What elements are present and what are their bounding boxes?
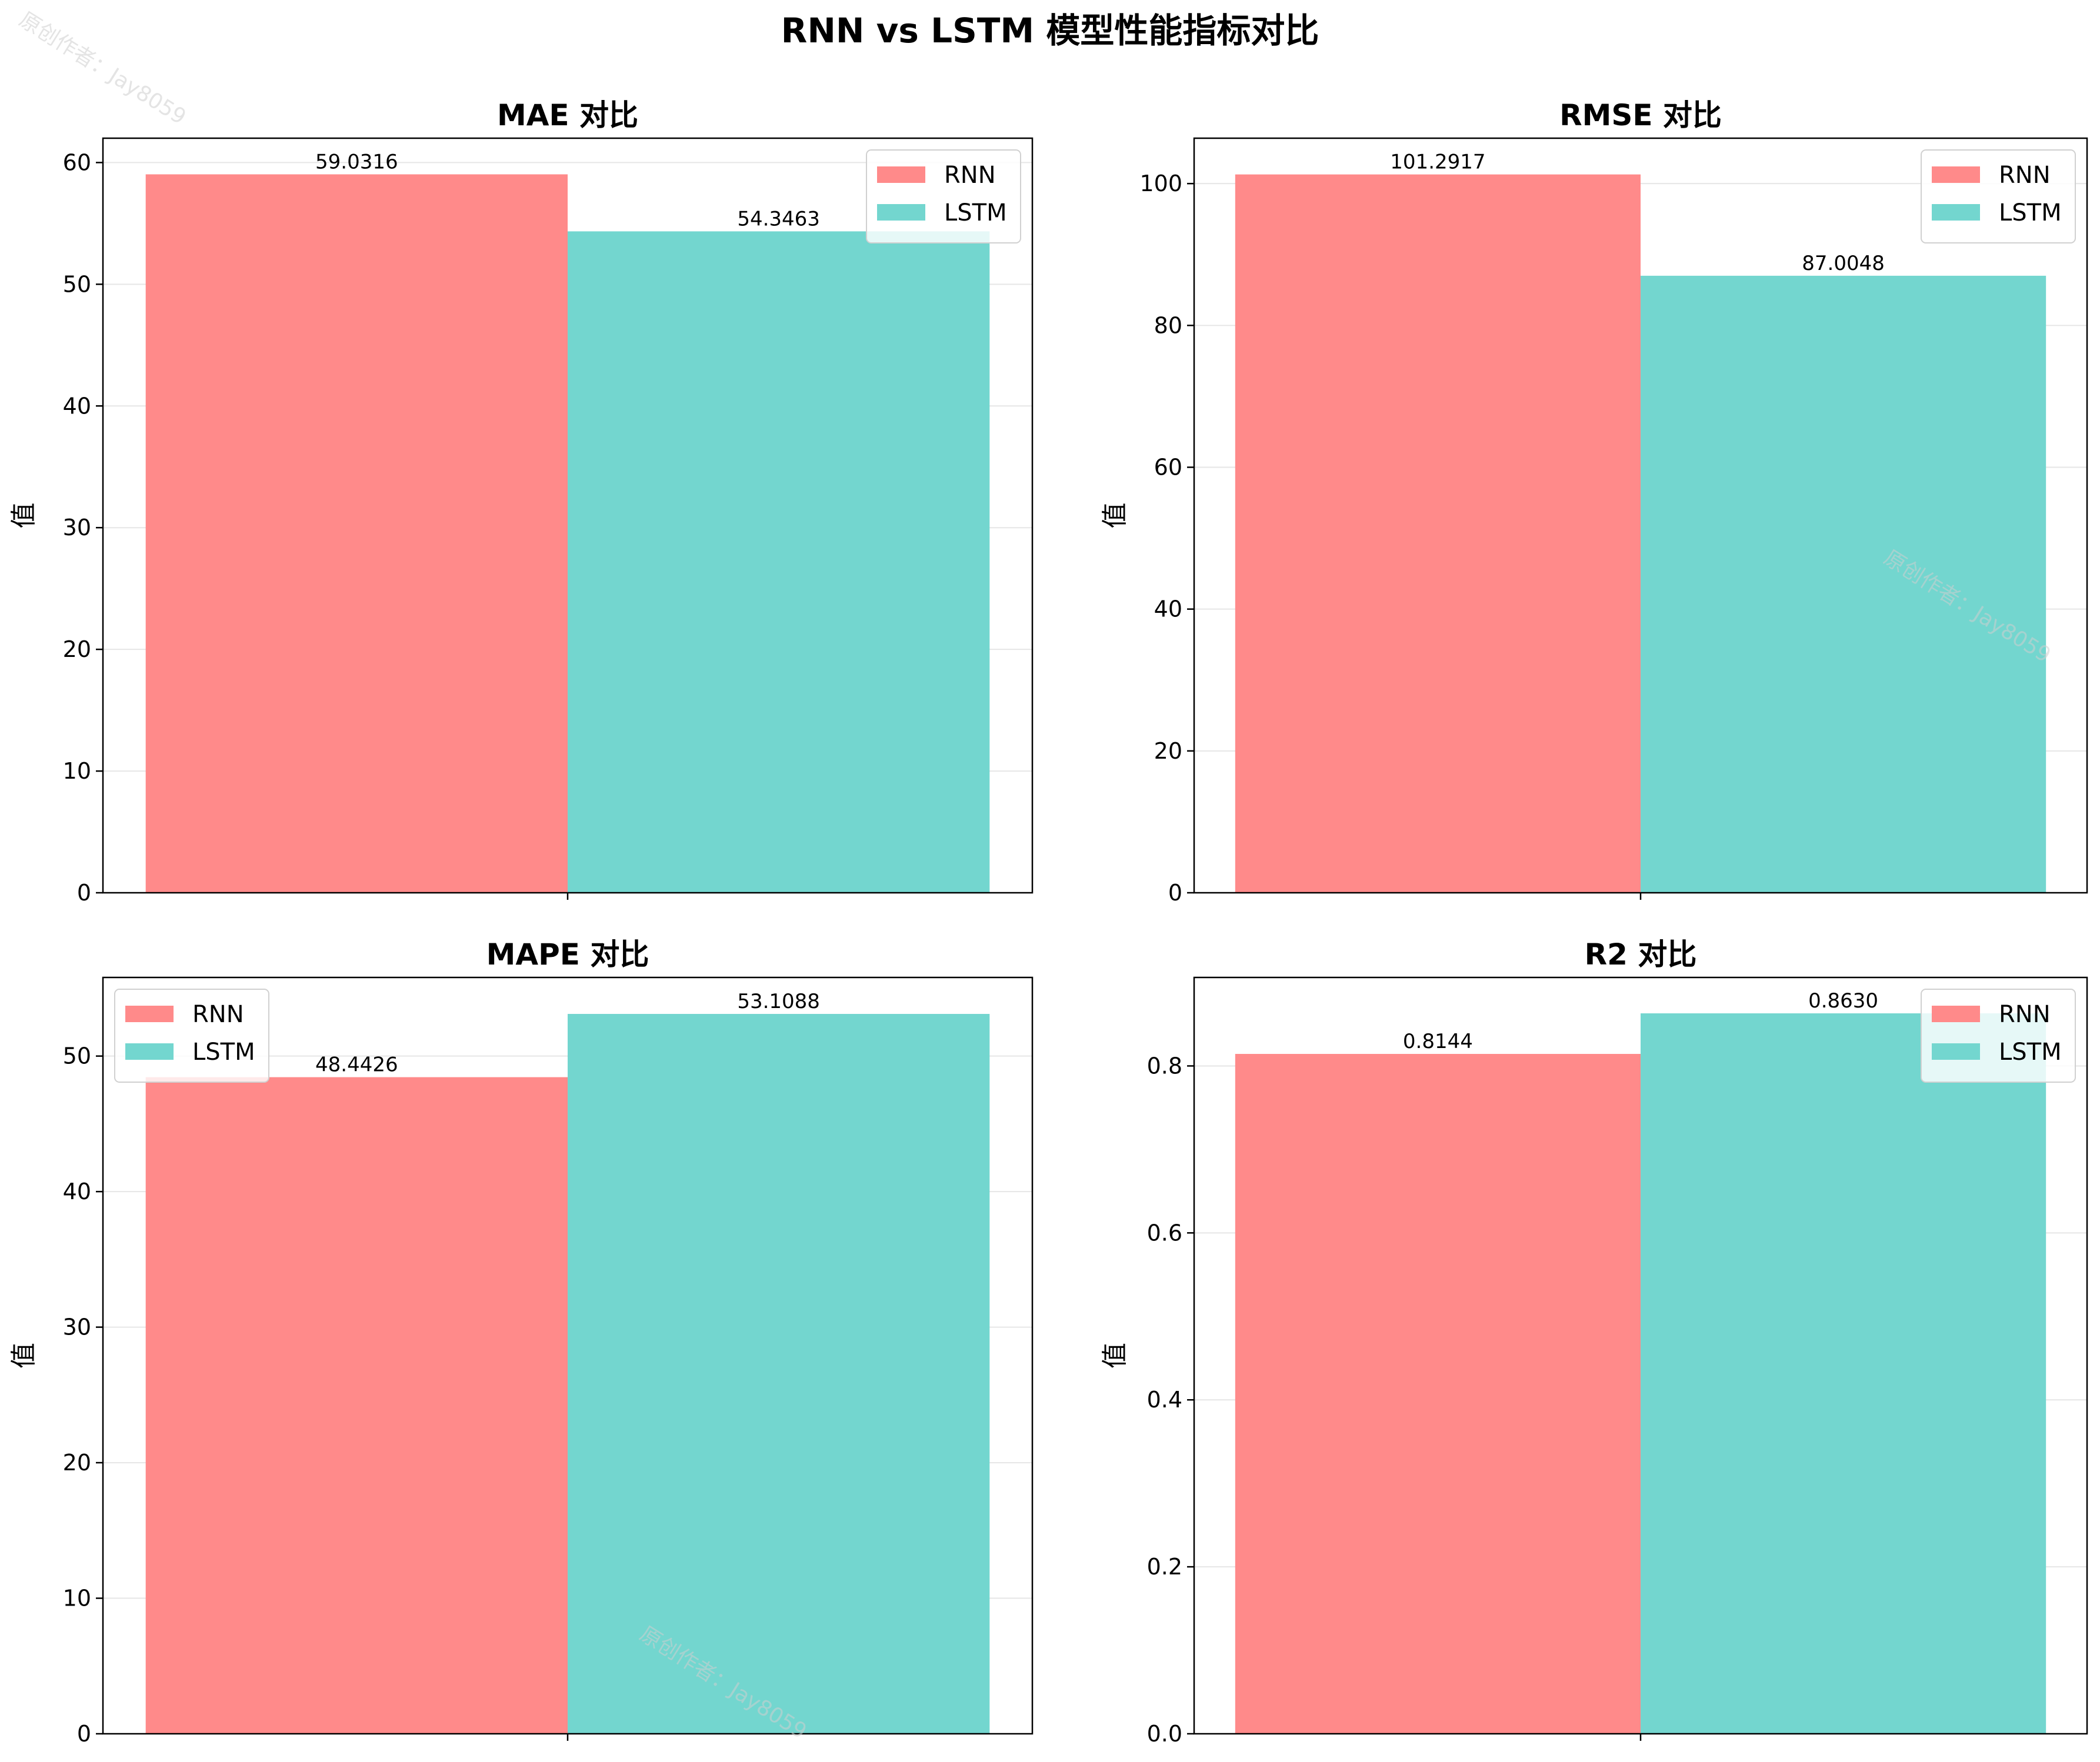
y-tick-label: 30 xyxy=(63,515,91,540)
legend-label-lstm: LSTM xyxy=(1999,1039,2062,1066)
bar-lstm xyxy=(1641,1013,2046,1734)
bar-lstm xyxy=(568,231,990,893)
y-axis-label: 值 xyxy=(9,503,39,529)
bar-rnn xyxy=(145,1077,568,1734)
data-label-lstm: 54.3463 xyxy=(737,207,820,231)
legend-box xyxy=(1921,149,2076,243)
legend-label-lstm: LSTM xyxy=(944,199,1007,226)
legend: RNN LSTM xyxy=(866,149,1021,243)
y-tick-label: 10 xyxy=(63,758,91,784)
y-tick-label: 40 xyxy=(63,393,91,419)
data-label-lstm: 87.0048 xyxy=(1802,252,1885,275)
data-label-rnn: 0.8144 xyxy=(1403,1030,1473,1053)
y-tick-label: 0 xyxy=(77,880,91,906)
subplot-4: 0.8144 0.8630 0.0 0.2 0.4 0.6 0.8 R2 对比值 RNN LSTM xyxy=(1100,937,2088,1747)
data-label-lstm: 53.1088 xyxy=(737,990,820,1013)
y-tick-label: 40 xyxy=(1154,596,1182,622)
data-label-rnn: 101.2917 xyxy=(1390,151,1485,174)
legend-swatch-lstm xyxy=(1932,1043,1980,1060)
data-label-rnn: 48.4426 xyxy=(315,1053,398,1077)
legend-swatch-lstm xyxy=(125,1043,174,1060)
y-tick-label: 0.0 xyxy=(1147,1721,1182,1747)
y-tick-label: 0.4 xyxy=(1147,1387,1182,1413)
subplot-grid: 59.0316 54.3463 0 10 20 30 40 50 60 MAE 对比值 RNN LST… xyxy=(9,98,2088,1747)
legend: RNN LSTM xyxy=(1921,989,2076,1083)
subplot-3: 48.4426 53.1088 0 10 20 30 40 50 MAPE 对比值 RNN LSTM xyxy=(9,937,1034,1747)
y-tick-label: 0.6 xyxy=(1147,1220,1182,1246)
y-tick-label: 20 xyxy=(1154,738,1182,764)
subplot-title: MAPE 对比 xyxy=(486,937,649,972)
bar-lstm xyxy=(568,1014,990,1734)
y-tick-label: 40 xyxy=(63,1179,91,1204)
y-tick-label: 60 xyxy=(63,149,91,175)
bar-lstm xyxy=(1641,275,2046,893)
y-tick-label: 20 xyxy=(63,636,91,662)
bar-rnn xyxy=(1235,1054,1641,1734)
y-axis-label: 值 xyxy=(1100,503,1130,529)
legend-box xyxy=(1921,989,2076,1083)
legend-swatch-rnn xyxy=(1932,166,1980,183)
data-label-rnn: 59.0316 xyxy=(315,150,398,173)
legend-label-lstm: LSTM xyxy=(192,1039,255,1066)
legend-label-lstm: LSTM xyxy=(1999,199,2062,226)
subplot-title: MAE 对比 xyxy=(497,98,638,132)
y-tick-label: 0.8 xyxy=(1147,1053,1182,1079)
legend-label-rnn: RNN xyxy=(1999,162,2051,189)
subplot-title: RMSE 对比 xyxy=(1559,98,1722,132)
legend-label-rnn: RNN xyxy=(192,1001,244,1028)
y-tick-label: 50 xyxy=(63,1043,91,1069)
legend: RNN LSTM xyxy=(1921,149,2076,243)
y-tick-label: 30 xyxy=(63,1314,91,1340)
y-tick-label: 100 xyxy=(1139,171,1182,196)
legend-label-rnn: RNN xyxy=(1999,1001,2051,1028)
legend-swatch-lstm xyxy=(1932,204,1980,221)
y-axis-label: 值 xyxy=(1100,1343,1130,1369)
figure-title: RNN vs LSTM 模型性能指标对比 xyxy=(781,11,1319,51)
bar-rnn xyxy=(145,174,568,893)
legend-label-rnn: RNN xyxy=(944,162,996,189)
legend: RNN LSTM xyxy=(114,989,269,1083)
subplot-title: R2 对比 xyxy=(1585,937,1697,972)
y-tick-label: 20 xyxy=(63,1450,91,1476)
subplot-2: 101.2917 87.0048 0 20 40 60 80 100 RMSE 对比值 RNN LS… xyxy=(1100,98,2088,906)
legend-swatch-rnn xyxy=(125,1006,174,1022)
data-label-lstm: 0.8630 xyxy=(1808,989,1878,1013)
legend-swatch-lstm xyxy=(877,204,925,221)
y-tick-label: 10 xyxy=(63,1586,91,1611)
y-tick-label: 0 xyxy=(77,1721,91,1747)
y-axis-label: 值 xyxy=(9,1343,39,1369)
legend-swatch-rnn xyxy=(1932,1006,1980,1022)
y-tick-label: 80 xyxy=(1154,312,1182,338)
legend-box xyxy=(114,989,269,1083)
y-tick-label: 0 xyxy=(1168,880,1182,906)
legend-swatch-rnn xyxy=(877,166,925,183)
y-tick-label: 60 xyxy=(1154,455,1182,480)
bar-rnn xyxy=(1235,174,1641,893)
y-tick-label: 0.2 xyxy=(1147,1554,1182,1580)
legend-box xyxy=(866,149,1021,243)
subplot-1: 59.0316 54.3463 0 10 20 30 40 50 60 MAE 对比值 RNN LST… xyxy=(9,98,1034,906)
y-tick-label: 50 xyxy=(63,271,91,297)
